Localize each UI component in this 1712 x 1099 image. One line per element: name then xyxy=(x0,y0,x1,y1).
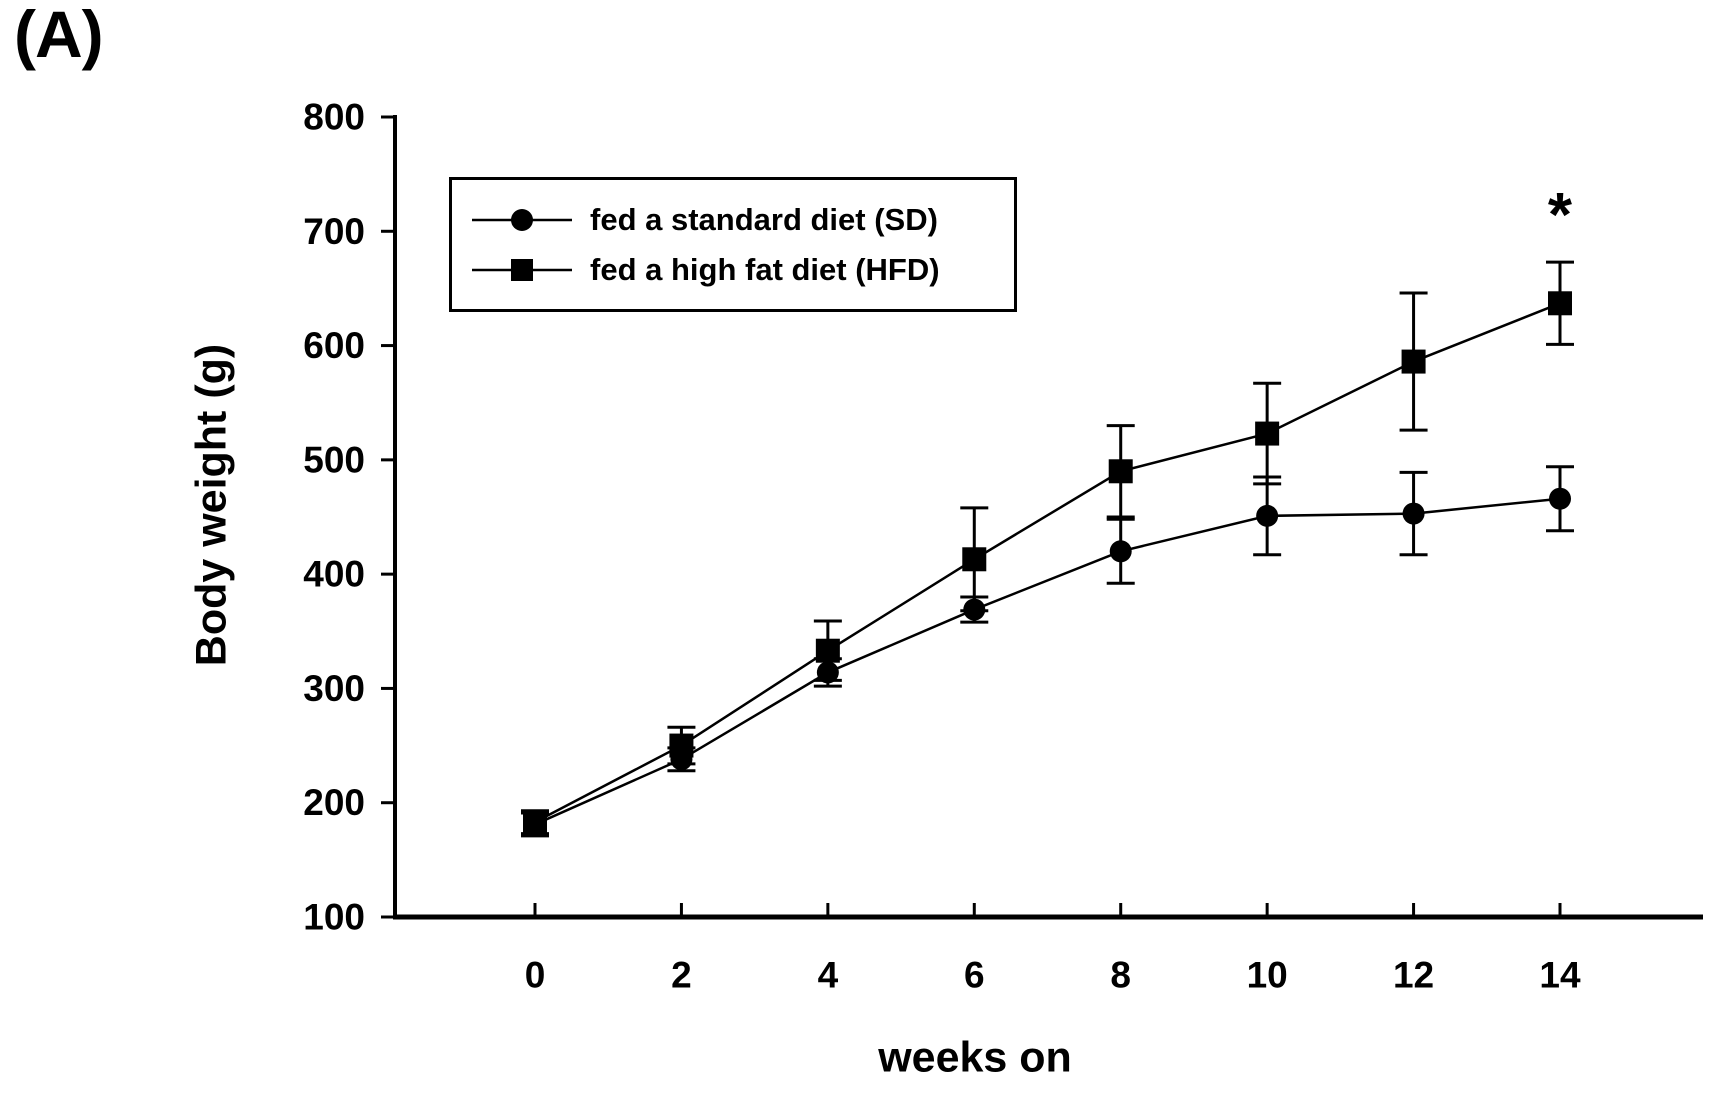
legend-row-sd: fed a standard diet (SD) xyxy=(470,201,1014,237)
x-tick-label: 6 xyxy=(964,955,985,996)
x-tick-label: 14 xyxy=(1539,955,1581,996)
data-point-hfd xyxy=(669,733,694,758)
data-point-hfd xyxy=(1255,421,1280,446)
data-point-sd xyxy=(963,598,986,621)
significance-asterisk: * xyxy=(1548,181,1573,250)
panel-label: (A) xyxy=(14,0,104,71)
y-tick-label: 400 xyxy=(303,554,365,595)
data-point-hfd xyxy=(523,810,547,835)
legend-marker-sd-circle-icon xyxy=(472,208,572,231)
legend-label-hfd: fed a high fat diet (HFD) xyxy=(590,251,940,287)
x-tick-label: 0 xyxy=(525,955,546,996)
data-point-hfd xyxy=(815,638,840,663)
series-line-sd xyxy=(534,497,1561,826)
data-point-sd xyxy=(816,661,839,684)
x-tick-label: 4 xyxy=(818,955,839,996)
legend-label-sd: fed a standard diet (SD) xyxy=(590,201,938,237)
x-tick-label: 2 xyxy=(671,955,692,996)
x-axis-title: weeks on xyxy=(878,1033,1072,1082)
y-tick-label: 200 xyxy=(303,782,365,823)
data-point-hfd xyxy=(1548,291,1572,316)
data-point-sd xyxy=(1402,502,1425,525)
data-point-hfd xyxy=(962,547,987,572)
y-tick-label: 700 xyxy=(303,211,365,252)
legend-row-hfd: fed a high fat diet (HFD) xyxy=(470,251,1014,287)
y-tick-label: 600 xyxy=(303,325,365,366)
data-point-sd xyxy=(1256,504,1279,527)
data-point-hfd xyxy=(1108,459,1133,484)
x-tick-label: 10 xyxy=(1247,955,1288,996)
data-point-sd xyxy=(1109,540,1132,563)
data-point-hfd xyxy=(1401,349,1426,374)
y-tick-label: 500 xyxy=(303,439,365,480)
y-tick-label: 300 xyxy=(303,668,365,709)
x-tick-label: 8 xyxy=(1110,955,1131,996)
data-point-sd xyxy=(1549,487,1571,510)
legend-marker-hfd-square-icon xyxy=(472,258,572,281)
series-line-hfd xyxy=(534,302,1561,824)
x-tick-label: 12 xyxy=(1393,955,1434,996)
y-tick-label: 100 xyxy=(303,897,365,938)
legend: fed a standard diet (SD) fed a high fat … xyxy=(449,177,1017,312)
y-tick-label: 800 xyxy=(303,97,365,138)
